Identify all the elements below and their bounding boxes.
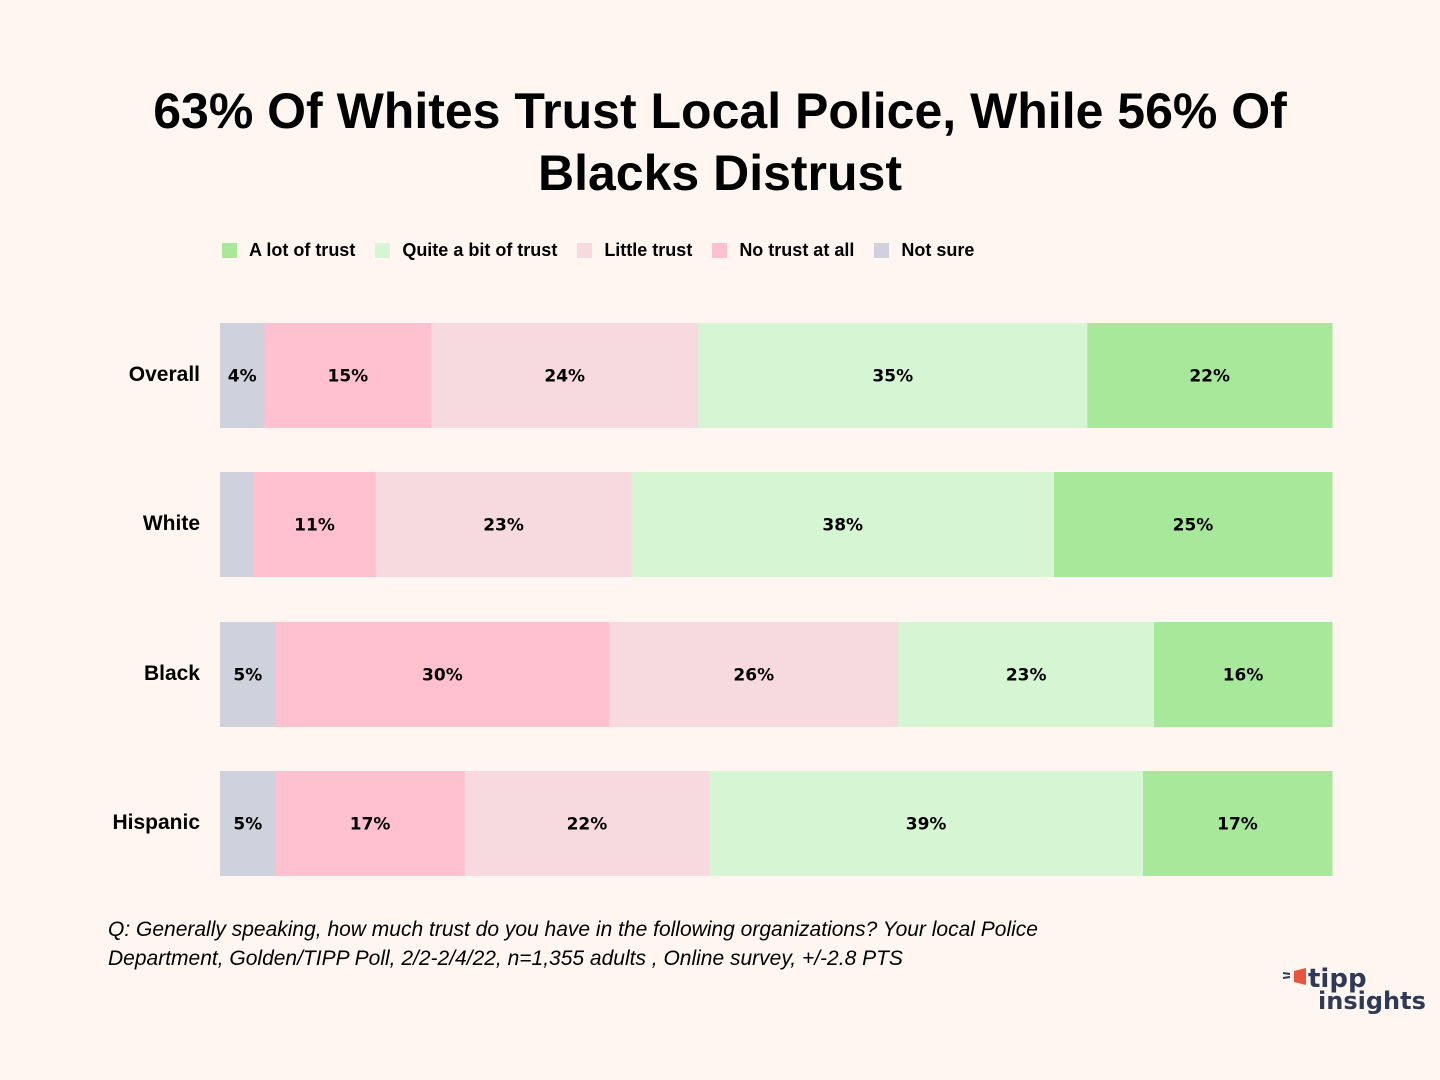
legend-label: A lot of trust xyxy=(249,240,356,260)
data-label: 23% xyxy=(1006,666,1047,686)
category-label: Overall xyxy=(128,363,200,386)
legend-swatch xyxy=(222,243,237,258)
data-label: 22% xyxy=(1189,367,1230,387)
legend-item: Quite a bit of trust xyxy=(375,240,557,261)
footnote: Q: Generally speaking, how much trust do… xyxy=(108,915,1228,973)
bar-segment xyxy=(375,472,632,577)
bar-segment xyxy=(609,622,899,727)
legend-swatch xyxy=(375,243,391,258)
bar-segment xyxy=(1142,771,1333,876)
category-label: Hispanic xyxy=(112,811,200,834)
data-label: 11% xyxy=(294,516,335,536)
tipp-insights-logo: tipp insights xyxy=(1280,964,1430,1020)
data-label: 16% xyxy=(1223,666,1264,686)
bar-segment xyxy=(220,771,277,876)
legend-swatch xyxy=(577,243,593,258)
data-label: 17% xyxy=(1217,815,1258,835)
bar-segment xyxy=(275,771,466,876)
bar-segment xyxy=(275,622,610,727)
legend-swatch xyxy=(874,243,890,258)
footnote-line-2: Department, Golden/TIPP Poll, 2/2-2/4/22… xyxy=(108,947,903,970)
bar-segment xyxy=(1054,472,1333,577)
data-label: 24% xyxy=(544,367,585,387)
bar-segment xyxy=(1154,622,1333,727)
bar-segment xyxy=(698,323,1088,428)
category-label: Black xyxy=(143,662,200,685)
data-label: 23% xyxy=(483,516,524,536)
bar-segment xyxy=(264,323,432,428)
bar-segment xyxy=(464,771,710,876)
legend-swatch xyxy=(712,243,728,258)
data-label: 4% xyxy=(228,367,257,387)
legend-item: Not sure xyxy=(874,240,974,261)
bar-segment xyxy=(220,323,265,428)
data-label: 22% xyxy=(567,815,608,835)
logo-insights: insights xyxy=(1318,987,1426,1015)
legend: A lot of trust Quite a bit of trust Little… xyxy=(222,240,994,261)
legend-item: Little trust xyxy=(577,240,692,261)
logo-graphic: tipp insights xyxy=(1282,964,1426,1015)
category-label: White xyxy=(142,512,200,535)
data-label: 5% xyxy=(233,666,262,686)
bar-segment xyxy=(631,472,1055,577)
legend-item: A lot of trust xyxy=(222,240,355,261)
bar-segment xyxy=(1087,323,1333,428)
logo-tipp: tipp xyxy=(1308,965,1367,994)
data-label: 35% xyxy=(872,367,913,387)
data-label: 26% xyxy=(733,666,774,686)
footnote-line-1: Q: Generally speaking, how much trust do… xyxy=(108,918,1038,941)
bar-segment xyxy=(898,622,1155,727)
data-label: 30% xyxy=(422,666,463,686)
bar-segment xyxy=(431,323,699,428)
data-label: 5% xyxy=(233,815,262,835)
bar-segment xyxy=(220,622,277,727)
data-label: 15% xyxy=(328,367,369,387)
legend-label: Little trust xyxy=(604,240,693,260)
legend-label: Quite a bit of trust xyxy=(402,240,558,260)
legend-item: No trust at all xyxy=(712,240,854,261)
bar-segment xyxy=(220,472,254,577)
legend-label: No trust at all xyxy=(739,240,855,260)
chart-title: 63% Of Whites Trust Local Police, While … xyxy=(0,80,1440,204)
bar-segment xyxy=(709,771,1144,876)
legend-label: Not sure xyxy=(901,240,975,260)
data-label: 17% xyxy=(350,815,391,835)
title-line-2: Blacks Distrust xyxy=(537,145,903,201)
megaphone-icon xyxy=(1282,968,1306,985)
data-label: 39% xyxy=(906,815,947,835)
title-line-1: 63% Of Whites Trust Local Police, While … xyxy=(153,83,1287,139)
data-label: 38% xyxy=(822,516,863,536)
bar-segment xyxy=(253,472,377,577)
data-label: 25% xyxy=(1173,516,1214,536)
